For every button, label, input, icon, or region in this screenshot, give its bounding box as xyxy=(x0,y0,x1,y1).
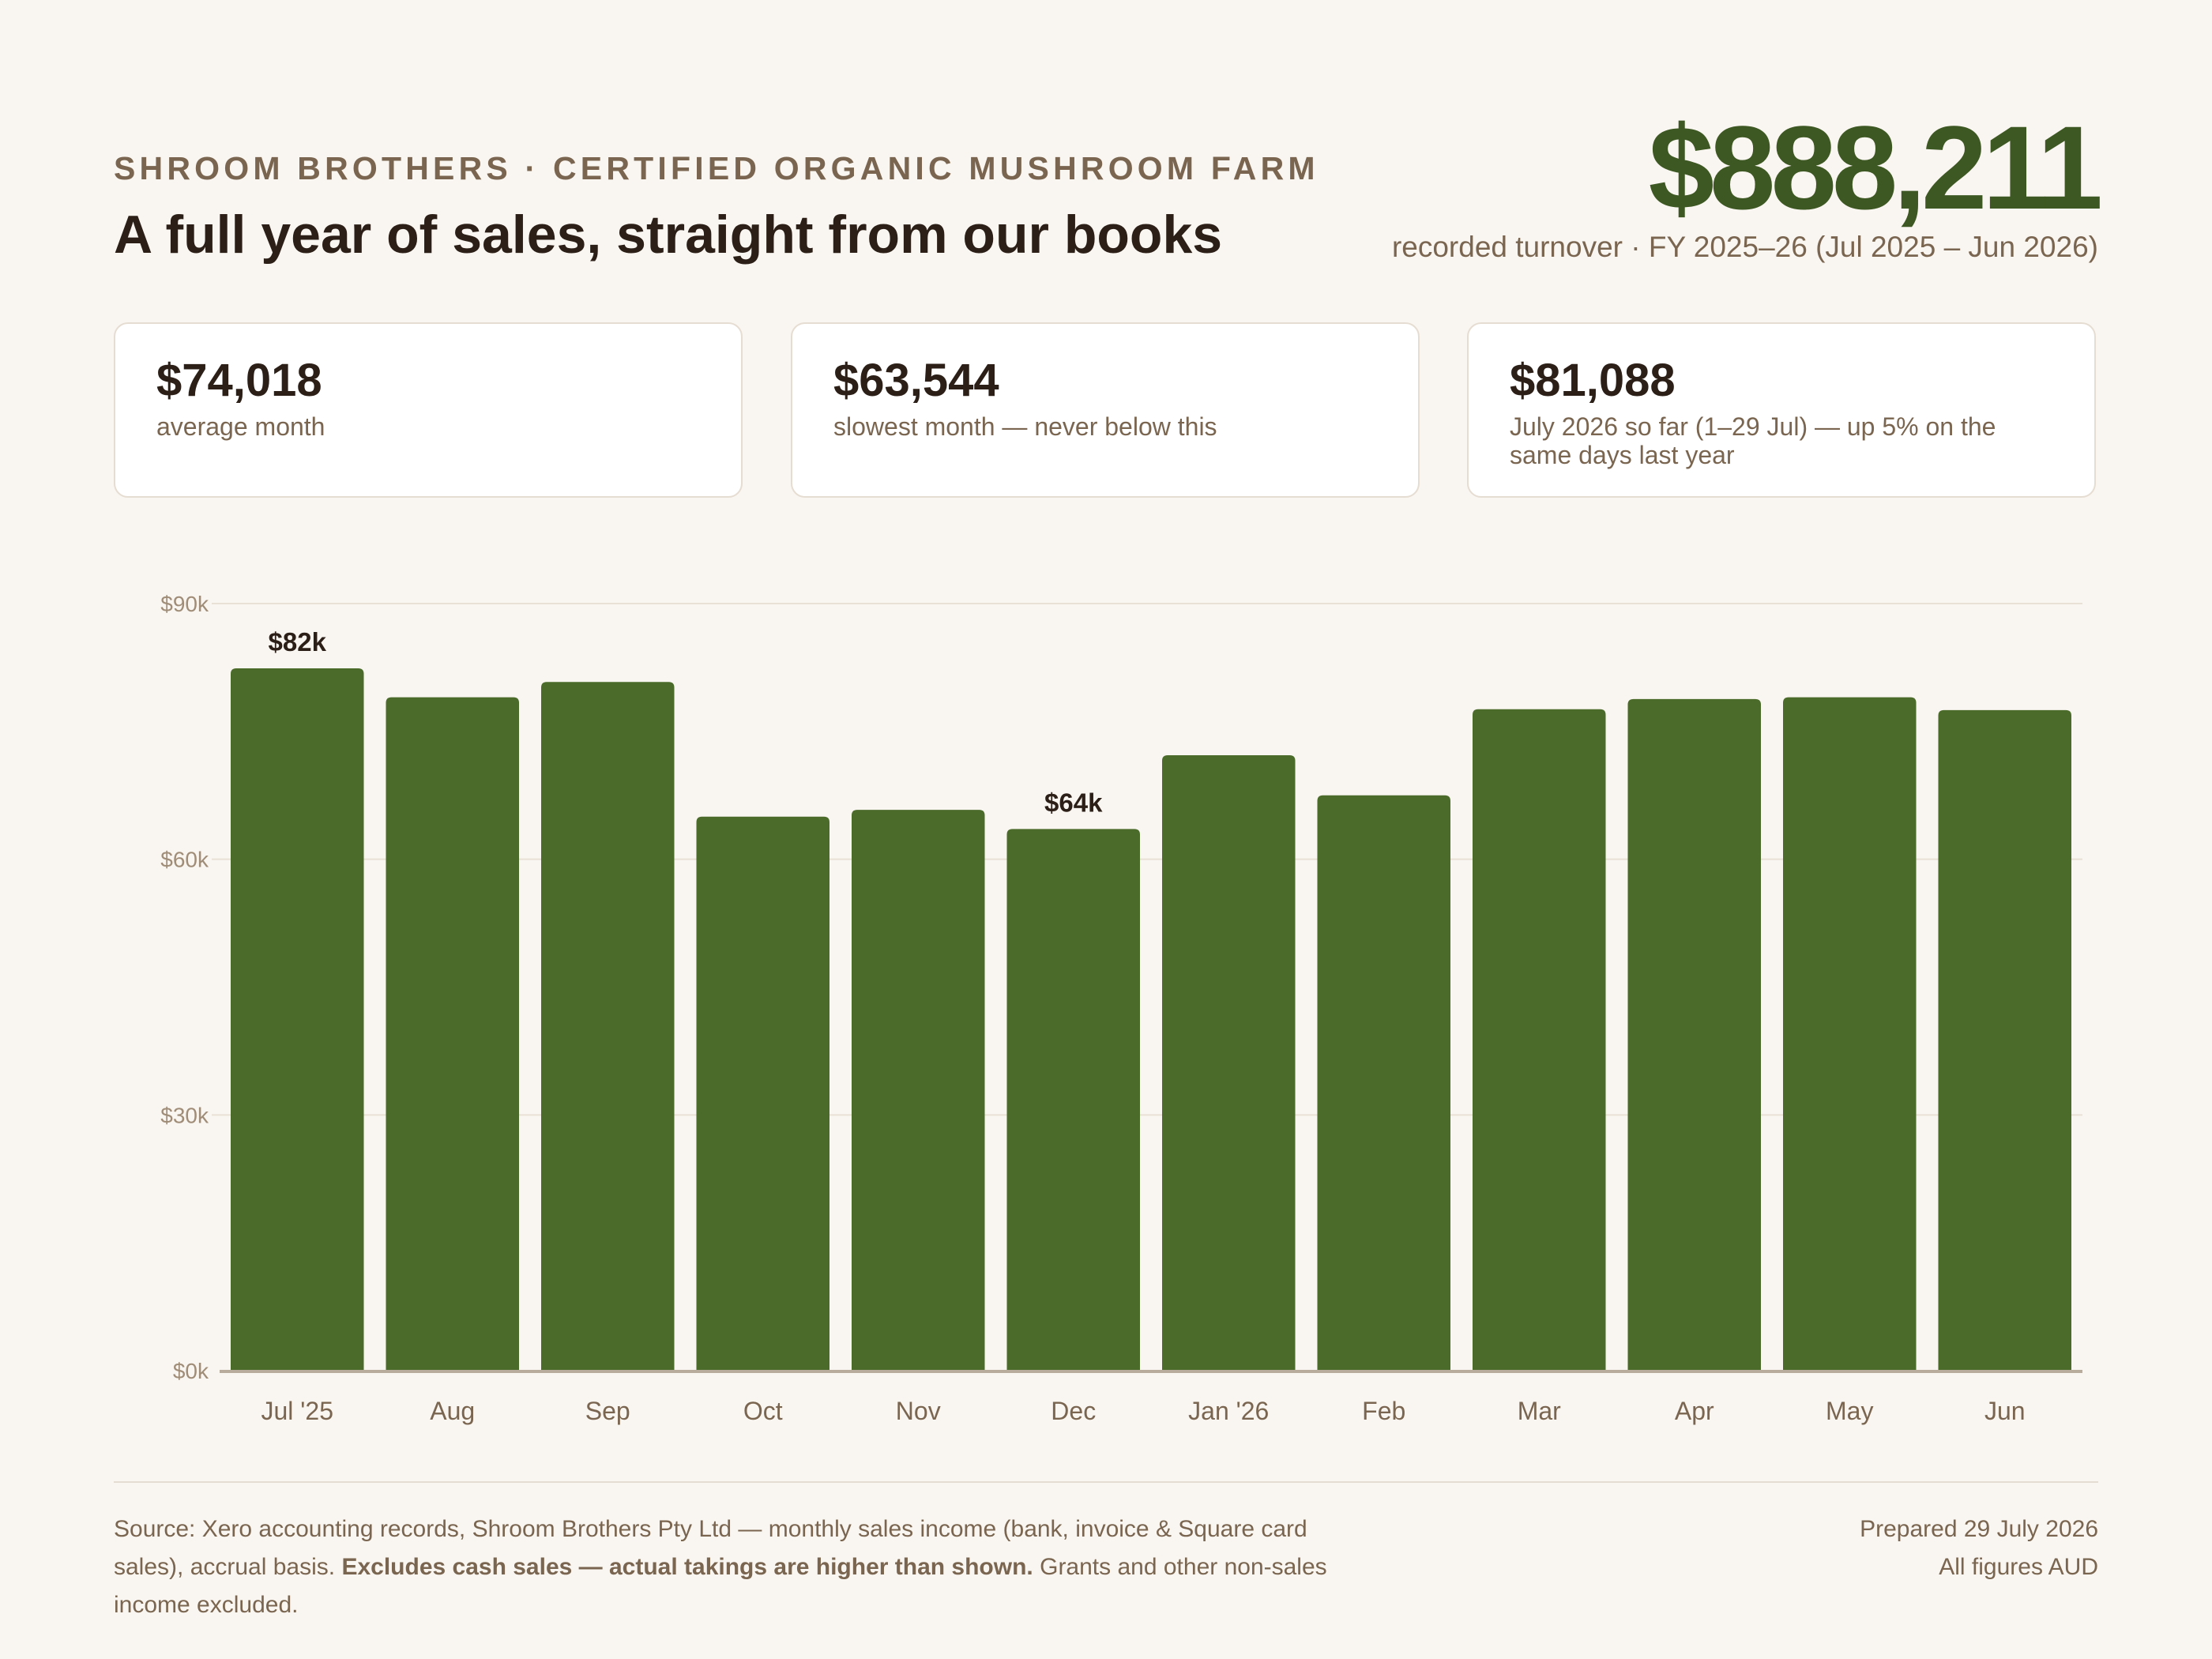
source-note-text: Source: Xero accounting records, Shroom … xyxy=(114,1516,1307,1580)
stat-label: average month xyxy=(156,412,325,441)
bar-mar xyxy=(1473,709,1606,1371)
stat-value: $63,544 xyxy=(833,355,999,406)
stat-card-slowest: $63,544 slowest month — never below this xyxy=(791,322,1420,498)
x-tick-label: Feb xyxy=(1362,1397,1405,1425)
x-tick-label: Mar xyxy=(1518,1397,1561,1425)
bar-dec xyxy=(1006,829,1140,1371)
total-turnover-value: $888,211 xyxy=(1648,101,2103,234)
x-tick-label: Aug xyxy=(430,1397,475,1425)
x-tick-label: Apr xyxy=(1675,1397,1714,1425)
stat-value: $74,018 xyxy=(156,355,322,406)
y-tick-label: $60k xyxy=(160,848,209,872)
stat-value: $81,088 xyxy=(1510,355,1676,406)
source-note-warning: Excludes cash sales — actual takings are… xyxy=(341,1554,1033,1580)
bar-jun xyxy=(1938,709,2071,1371)
x-tick-label: Nov xyxy=(896,1397,941,1425)
currency-note: All figures AUD xyxy=(1939,1554,2098,1580)
x-tick-label: Jul '25 xyxy=(261,1397,334,1425)
y-tick-label: $0k xyxy=(173,1359,209,1383)
monthly-sales-bar-chart: $0k $30k $60k $90k Jul '25 Aug Sep Oct Nov Dec Jan… xyxy=(160,592,2082,1425)
bar-jul-25 xyxy=(231,668,364,1371)
bar-nov xyxy=(852,810,985,1371)
data-label: $64k xyxy=(1044,788,1103,817)
y-tick-label: $30k xyxy=(160,1103,209,1127)
x-tick-label: Dec xyxy=(1051,1397,1096,1425)
y-tick-label: $90k xyxy=(160,592,209,616)
total-turnover-caption: recorded turnover · FY 2025–26 (Jul 2025… xyxy=(1391,231,2098,263)
page-title: A full year of sales, straight from our … xyxy=(114,205,1223,265)
x-tick-label: Jan '26 xyxy=(1188,1397,1269,1425)
x-tick-label: Oct xyxy=(743,1397,783,1425)
x-tick-label: Jun xyxy=(1984,1397,2026,1425)
bar-sep xyxy=(541,682,675,1371)
bar-apr xyxy=(1627,698,1761,1371)
bar-may xyxy=(1783,697,1917,1371)
stat-card-average: $74,018 average month xyxy=(114,322,743,498)
stat-label: July 2026 so far (1–29 Jul) — up 5% on t… xyxy=(1510,412,1996,469)
farm-eyebrow: SHROOM BROTHERS · CERTIFIED ORGANIC MUSH… xyxy=(114,150,1319,186)
footer-meta: Prepared 29 July 2026 All figures AUD xyxy=(1860,1510,2098,1586)
source-note-exclusions: Grants and other non-sales income exclud… xyxy=(114,1554,1327,1618)
bar-feb xyxy=(1317,795,1450,1371)
prepared-date: Prepared 29 July 2026 xyxy=(1860,1516,2098,1542)
x-tick-label: May xyxy=(1826,1397,1873,1425)
source-note: Source: Xero accounting records, Shroom … xyxy=(114,1510,1378,1624)
bar-jan-26 xyxy=(1162,755,1296,1371)
bar-oct xyxy=(696,816,830,1371)
x-tick-label: Sep xyxy=(585,1397,630,1425)
stat-label: slowest month — never below this xyxy=(833,412,1217,441)
data-label: $82k xyxy=(269,627,327,656)
stat-card-july-2026: $81,088 July 2026 so far (1–29 Jul) — up… xyxy=(1467,322,2096,498)
footer-divider xyxy=(114,1481,2098,1483)
bar-aug xyxy=(386,697,519,1371)
